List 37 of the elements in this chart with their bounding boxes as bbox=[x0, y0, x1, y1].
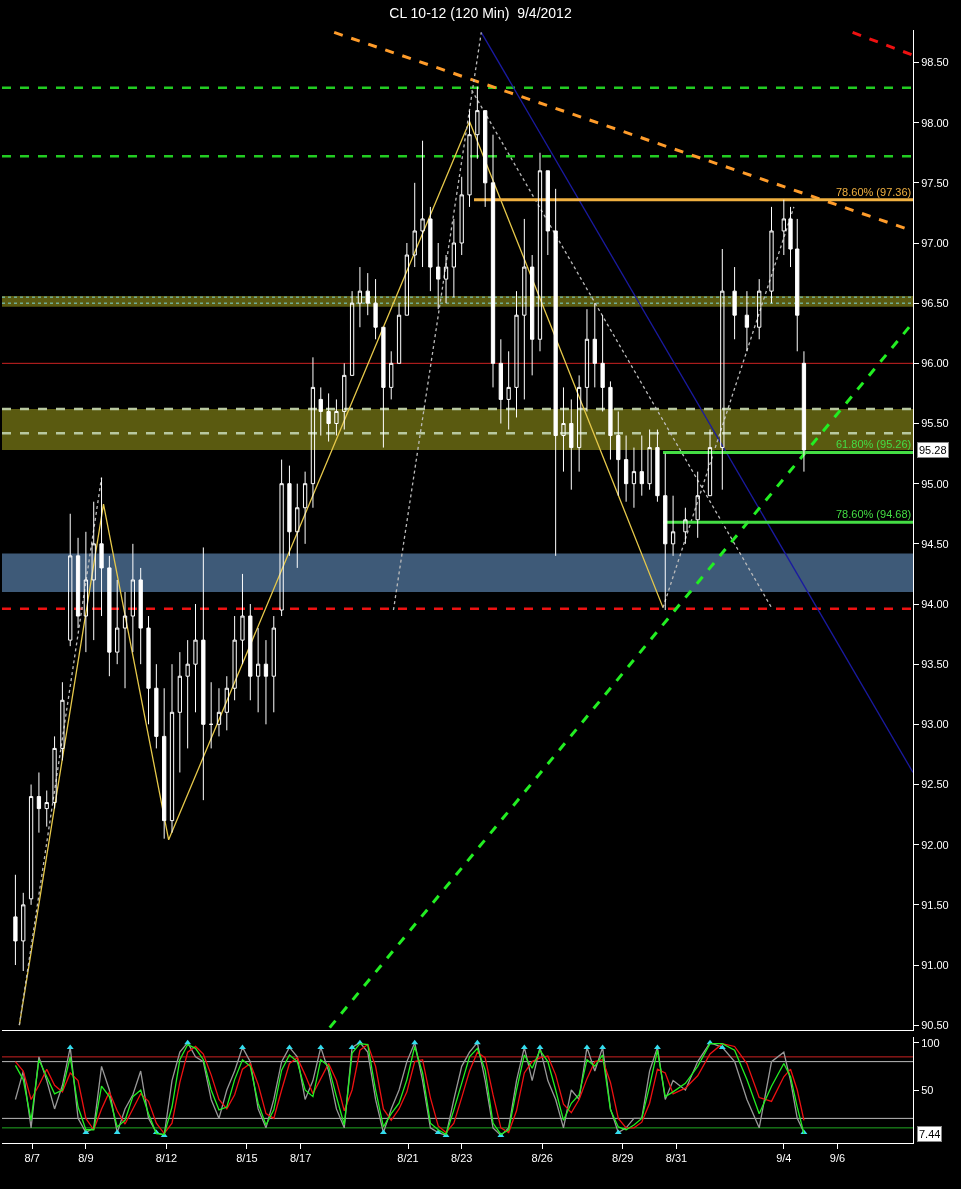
y-tick-label: 90.50 bbox=[921, 1019, 949, 1032]
y-tick-label: 98.50 bbox=[921, 56, 949, 69]
y-tick-label: 91.00 bbox=[921, 958, 949, 971]
y-tick-label: 94.00 bbox=[921, 597, 949, 610]
x-tick-label: 8/31 bbox=[665, 1152, 688, 1165]
x-tick-label: 8/29 bbox=[612, 1152, 634, 1165]
text: 95.28 bbox=[919, 444, 947, 456]
y-tick-label: 95.50 bbox=[921, 417, 949, 430]
text: 7.44 bbox=[919, 1128, 941, 1140]
y-tick-label: 93.50 bbox=[921, 658, 949, 671]
x-tick-label: 8/7 bbox=[24, 1152, 40, 1165]
x-tick-label: 8/21 bbox=[397, 1152, 419, 1165]
x-tick-label: 8/17 bbox=[289, 1152, 312, 1165]
y-tick-label: 94.50 bbox=[921, 537, 949, 550]
y-tick-label: 96.00 bbox=[921, 357, 949, 370]
y-tick-label: 96.50 bbox=[921, 297, 949, 310]
x-tick-label: 9/4 bbox=[776, 1152, 792, 1165]
y-tick-label: 100 bbox=[921, 1036, 940, 1049]
series-label: 61.80% (95.26) bbox=[836, 438, 912, 450]
y-tick-label: 92.00 bbox=[921, 838, 949, 851]
y-tick-label: 50 bbox=[921, 1083, 934, 1096]
y-tick-label: 97.50 bbox=[921, 176, 949, 189]
x-tick-label: 8/9 bbox=[78, 1152, 94, 1165]
x-tick-label: 9/6 bbox=[829, 1152, 846, 1165]
x-tick-label: 8/23 bbox=[450, 1152, 473, 1165]
y-tick-label: 98.00 bbox=[921, 116, 949, 129]
y-tick-label: 91.50 bbox=[921, 898, 949, 911]
y-tick-label: 93.00 bbox=[921, 718, 949, 731]
series-label: 78.60% (97.36) bbox=[836, 186, 912, 198]
y-tick-label: 95.00 bbox=[921, 477, 949, 490]
x-tick-label: 8/26 bbox=[531, 1152, 553, 1165]
y-tick-label: 92.50 bbox=[921, 778, 949, 791]
x-tick-label: 8/12 bbox=[155, 1152, 178, 1165]
series-label: 78.60% (94.68) bbox=[836, 508, 912, 520]
chart-title: CL 10-12 (120 Min) 9/4/2012 bbox=[389, 4, 572, 21]
y-tick-label: 97.00 bbox=[921, 236, 949, 249]
x-tick-label: 8/15 bbox=[236, 1152, 258, 1165]
